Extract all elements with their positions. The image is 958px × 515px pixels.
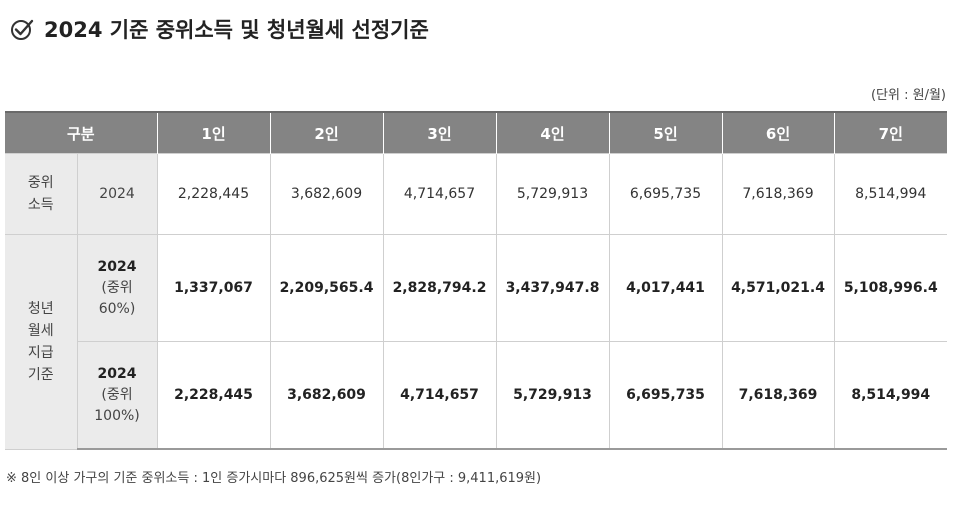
table-cell: 5,729,913 <box>495 153 610 235</box>
table-cell: 2,228,445 <box>156 153 271 235</box>
table-cell: 2,828,794.2 <box>382 234 497 342</box>
group-label-line: 중위 <box>27 175 54 191</box>
median-income-year: 2024 <box>76 153 158 235</box>
youth-rent-group-label: 청년 월세 지급 기준 <box>5 234 78 450</box>
header-col-7: 7인 <box>833 111 948 154</box>
header-col-3: 3인 <box>382 111 497 154</box>
table-row: 2024 (중위 100%) 2,228,445 3,682,609 4,714… <box>5 341 948 450</box>
group-label-line: 기준 <box>27 366 54 383</box>
header-col-5: 5인 <box>608 111 723 154</box>
group-label-line: 지급 <box>27 344 54 361</box>
income-table: 구분 1인 2인 3인 4인 5인 6인 7인 중위 소득 2024 2,228… <box>5 111 948 450</box>
header-col-4: 4인 <box>495 111 610 154</box>
row-sub-line: 100%) <box>94 407 140 424</box>
table-cell: 7,618,369 <box>721 341 835 450</box>
group-label-line: 소득 <box>27 197 54 213</box>
table-cell: 6,695,735 <box>608 341 723 450</box>
table-cell: 8,514,994 <box>833 153 948 235</box>
table-row: 청년 월세 지급 기준 2024 (중위 60%) 1,337,067 2,20… <box>5 234 948 450</box>
row-sub-line: 60%) <box>98 300 136 317</box>
table-cell: 3,682,609 <box>269 341 384 450</box>
page-title: 2024 기준 중위소득 및 청년월세 선정기준 <box>10 14 429 44</box>
group-label-line: 월세 <box>27 322 54 339</box>
table-cell: 4,017,441 <box>608 234 723 342</box>
table-cell: 4,571,021.4 <box>721 234 835 342</box>
table-row: 중위 소득 2024 2,228,445 3,682,609 4,714,657… <box>5 153 948 235</box>
check-circle-icon <box>10 17 34 41</box>
header-col-2: 2인 <box>269 111 384 154</box>
page-title-text: 2024 기준 중위소득 및 청년월세 선정기준 <box>44 18 429 42</box>
row-year: 2024 <box>97 258 137 275</box>
table-cell: 8,514,994 <box>833 341 948 450</box>
header-col-6: 6인 <box>721 111 835 154</box>
table-cell: 7,618,369 <box>721 153 835 235</box>
row-sub-line: (중위 <box>101 279 133 296</box>
youth-rent-100-label: 2024 (중위 100%) <box>77 341 158 450</box>
table-cell: 4,714,657 <box>382 341 497 450</box>
table-cell: 3,437,947.8 <box>495 234 610 342</box>
table-cell: 1,337,067 <box>156 234 271 342</box>
table-cell: 5,108,996.4 <box>833 234 948 342</box>
table-cell: 6,695,735 <box>608 153 723 235</box>
table-cell: 3,682,609 <box>269 153 384 235</box>
youth-rent-60-label: 2024 (중위 60%) <box>76 234 158 342</box>
footnote: ※ 8인 이상 가구의 기준 중위소득 : 1인 증가시마다 896,625원씩… <box>6 471 542 486</box>
header-col-1: 1인 <box>156 111 271 154</box>
header-category: 구분 <box>5 111 158 154</box>
header-row: 구분 1인 2인 3인 4인 5인 6인 7인 <box>5 111 948 154</box>
group-label-line: 청년 <box>27 300 54 317</box>
unit-note: (단위 : 원/월) <box>870 88 946 103</box>
median-income-group-label: 중위 소득 <box>5 153 78 235</box>
table-cell: 2,209,565.4 <box>269 234 384 342</box>
row-sub-line: (중위 <box>101 386 133 403</box>
table-cell: 4,714,657 <box>382 153 497 235</box>
row-year: 2024 <box>97 365 137 382</box>
table-cell: 5,729,913 <box>495 341 610 450</box>
table-cell: 2,228,445 <box>156 341 271 450</box>
